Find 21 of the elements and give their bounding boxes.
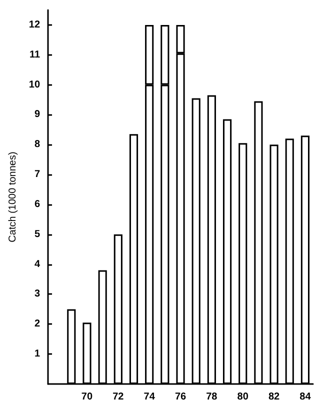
x-tick-label: 84 (300, 392, 312, 402)
y-axis-title: Catch (1000 tonnes) (8, 152, 18, 242)
y-tick-label: 8 (34, 139, 40, 150)
y-tick-label: 3 (34, 288, 40, 300)
x-tick-label: 72 (112, 392, 124, 402)
y-tick-label: 6 (34, 198, 40, 210)
x-tick-label: 76 (174, 392, 187, 402)
y-tick-label: 5 (34, 228, 40, 240)
x-tick-label: 74 (144, 392, 156, 402)
y-tick-label: 7 (34, 169, 40, 180)
y-tick-label: 1 (34, 348, 40, 360)
x-tick-label: 78 (206, 392, 218, 402)
y-tick-label: 4 (34, 258, 40, 270)
y-tick-label: 10 (28, 79, 40, 90)
y-tick-label: 9 (34, 109, 40, 120)
y-tick-label: 12 (28, 19, 40, 30)
x-tick-label: 70 (81, 392, 93, 402)
y-tick-label: 11 (29, 49, 40, 60)
x-tick-label: 80 (237, 392, 249, 402)
x-tick-label: 82 (268, 392, 280, 402)
y-tick-label: 2 (34, 318, 40, 330)
